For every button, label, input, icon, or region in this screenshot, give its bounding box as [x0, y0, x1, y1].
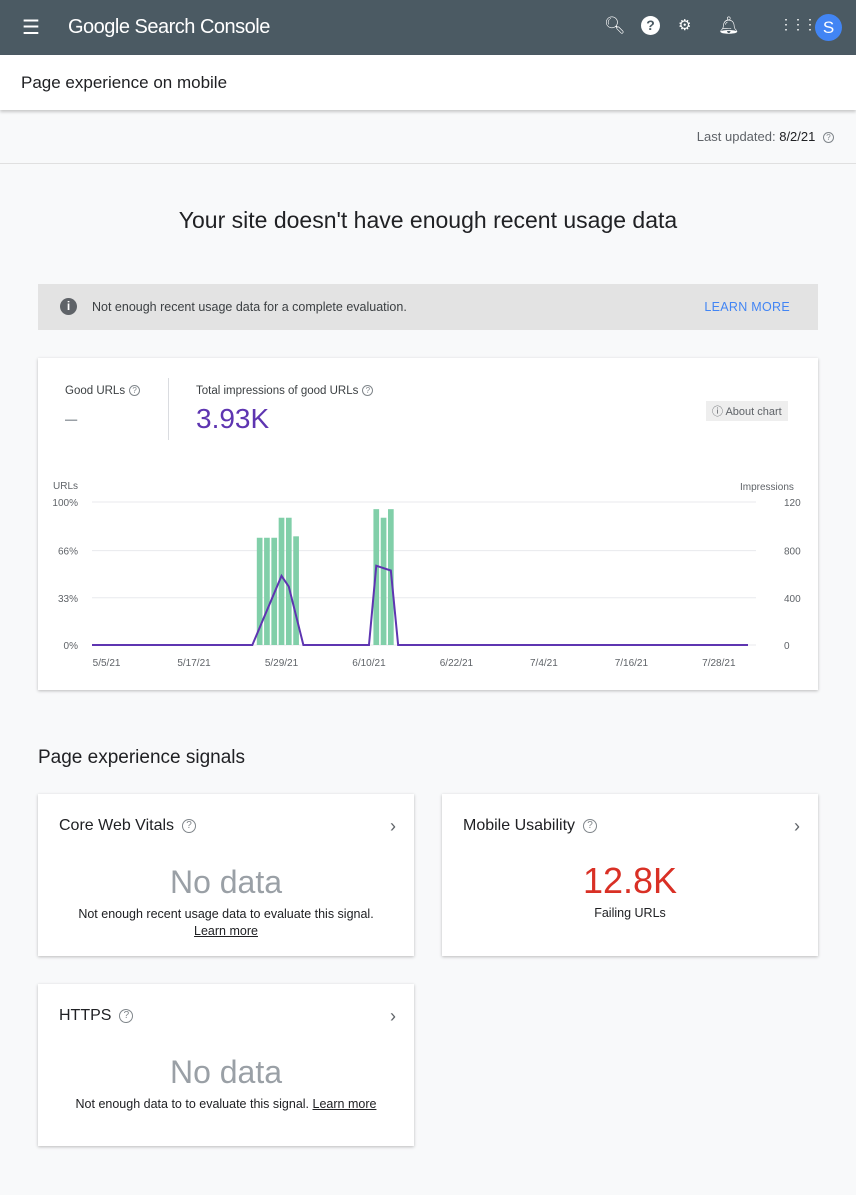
bar: [285, 517, 292, 645]
failing-urls-count: 12.8K: [582, 860, 678, 901]
x-tick: 5/29/21: [265, 658, 299, 669]
good-urls-value: –: [65, 406, 78, 431]
avatar[interactable]: S: [815, 14, 842, 41]
bar: [278, 517, 285, 645]
card-desc: Not enough recent usage data to evaluate…: [78, 907, 374, 921]
impressions-line: [92, 564, 748, 646]
x-tick: 7/16/21: [615, 658, 649, 669]
x-tick: 5/5/21: [93, 658, 121, 669]
help-icon[interactable]: ?: [129, 385, 141, 397]
help-icon[interactable]: ?: [182, 818, 197, 833]
banner-text: Not enough recent usage data for a compl…: [92, 300, 407, 314]
bar: [293, 536, 299, 645]
help-icon[interactable]: ?: [823, 132, 834, 144]
x-tick: 6/22/21: [440, 658, 474, 669]
search-icon[interactable]: 🔍︎: [604, 16, 626, 35]
card-title: Mobile Usability: [463, 817, 576, 834]
learn-more-link[interactable]: LEARN MORE: [704, 300, 790, 314]
https-card[interactable]: HTTPS? › No data Not enough data to to e…: [38, 984, 414, 1146]
impressions-value: 3.93K: [196, 403, 270, 434]
card-desc: Failing URLs: [594, 906, 666, 920]
bar: [380, 517, 387, 645]
mobile-usability-card[interactable]: Mobile Usability? › 12.8K Failing URLs: [442, 794, 818, 956]
learn-more-link[interactable]: Learn more: [194, 924, 258, 938]
help-icon[interactable]: ?: [583, 818, 598, 833]
help-icon[interactable]: ?: [362, 385, 374, 397]
core-web-vitals-card[interactable]: Core Web Vitals? › No data Not enough re…: [38, 794, 414, 956]
bar: [373, 509, 380, 645]
y-left-axis-label: URLs: [53, 481, 78, 492]
card-value: No data: [169, 1054, 283, 1090]
y-left-tick: 0%: [64, 641, 79, 652]
y-right-tick: 120: [784, 498, 801, 509]
last-updated: Last updated: 8/2/21 ?: [697, 129, 834, 144]
card-value: No data: [169, 864, 283, 900]
last-updated-date: 8/2/21: [779, 129, 816, 144]
y-right-tick: 800: [784, 547, 801, 558]
divider: [0, 163, 856, 164]
bar: [264, 537, 270, 645]
good-urls-label: Good URLs?: [65, 385, 141, 397]
help-icon[interactable]: ?: [641, 16, 660, 35]
menu-icon[interactable]: ☰: [22, 17, 40, 39]
y-right-tick: 400: [784, 594, 801, 605]
headline: Your site doesn't have enough recent usa…: [178, 207, 678, 233]
chevron-right-icon[interactable]: ›: [794, 816, 800, 836]
app-logo[interactable]: Google Search Console: [68, 16, 270, 38]
learn-more-link[interactable]: Learn more: [312, 1097, 377, 1111]
info-icon: i: [60, 298, 77, 315]
bell-icon[interactable]: 🔔︎: [718, 16, 740, 35]
y-right-tick: 0: [784, 641, 790, 652]
x-tick: 7/4/21: [530, 658, 558, 669]
card-title: HTTPS: [59, 1007, 112, 1024]
card-title: Core Web Vitals: [59, 817, 175, 834]
apps-grid-icon[interactable]: ⋮⋮⋮: [779, 16, 817, 32]
card-desc: Not enough data to to evaluate this sign…: [75, 1097, 310, 1111]
x-tick: 5/17/21: [177, 658, 211, 669]
chevron-right-icon[interactable]: ›: [390, 816, 396, 836]
impressions-label: Total impressions of good URLs?: [196, 385, 374, 397]
y-left-tick: 33%: [58, 594, 78, 605]
y-left-tick: 66%: [58, 547, 78, 558]
help-icon[interactable]: ?: [119, 1008, 134, 1023]
y-left-tick: 100%: [52, 498, 78, 509]
top-app-bar: ☰ Google Search Console 🔍︎ ? ⚙ 🔔︎ ⋮⋮⋮ S: [0, 0, 856, 55]
about-chart-button[interactable]: ⓘ About chart: [706, 401, 788, 421]
section-title: Page experience signals: [38, 747, 246, 768]
divider: [168, 378, 169, 440]
page-title: Page experience on mobile: [21, 73, 228, 92]
page-header: Page experience on mobile: [0, 55, 856, 110]
y-right-axis-label: Impressions: [740, 482, 794, 493]
chart: 0% 0 33% 400 66% 800 100% 120 URLs Impressions 5/5…: [52, 481, 801, 669]
info-banner: i Not enough recent usage data for a com…: [38, 284, 818, 330]
x-tick: 6/10/21: [352, 658, 386, 669]
bar: [256, 537, 263, 645]
user-settings-icon[interactable]: ⚙: [678, 17, 692, 34]
chevron-right-icon[interactable]: ›: [390, 1006, 396, 1026]
chart-card: Good URLs? – Total impressions of good U…: [38, 358, 818, 690]
x-tick: 7/28/21: [702, 658, 736, 669]
